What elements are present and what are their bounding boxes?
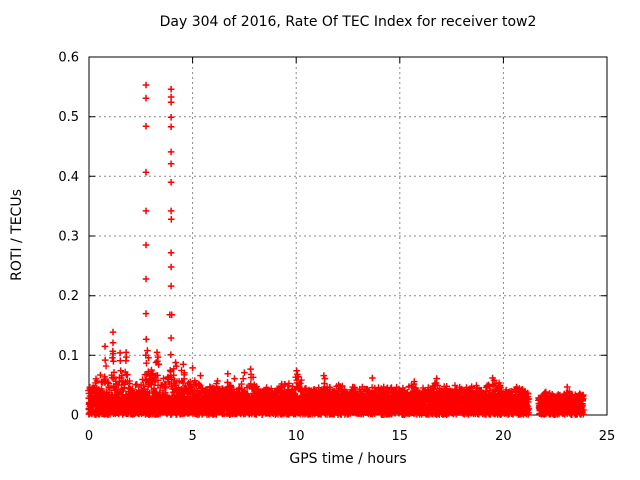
chart-title: Day 304 of 2016, Rate Of TEC Index for r… — [159, 14, 537, 30]
scatter-outlier-points — [97, 81, 571, 391]
x-tick-label: 25 — [599, 429, 616, 444]
y-tick-label: 0.4 — [58, 170, 79, 185]
y-tick-label: 0.2 — [58, 289, 79, 304]
y-tick-label: 0.6 — [58, 51, 79, 66]
x-tick-label: 10 — [288, 429, 305, 444]
y-tick-label: 0.5 — [58, 110, 79, 125]
y-tick-label: 0.1 — [58, 349, 79, 364]
x-tick-label: 0 — [85, 429, 93, 444]
gridlines — [89, 57, 607, 415]
x-axis-label: GPS time / hours — [289, 451, 407, 467]
y-axis-label: ROTI / TECUs — [9, 189, 25, 281]
scatter-noise-points — [85, 359, 587, 418]
y-tick-label: 0 — [71, 409, 79, 424]
x-tick-label: 5 — [188, 429, 196, 444]
x-tick-label: 15 — [392, 429, 409, 444]
x-tick-label: 20 — [495, 429, 512, 444]
y-tick-label: 0.3 — [58, 230, 79, 245]
